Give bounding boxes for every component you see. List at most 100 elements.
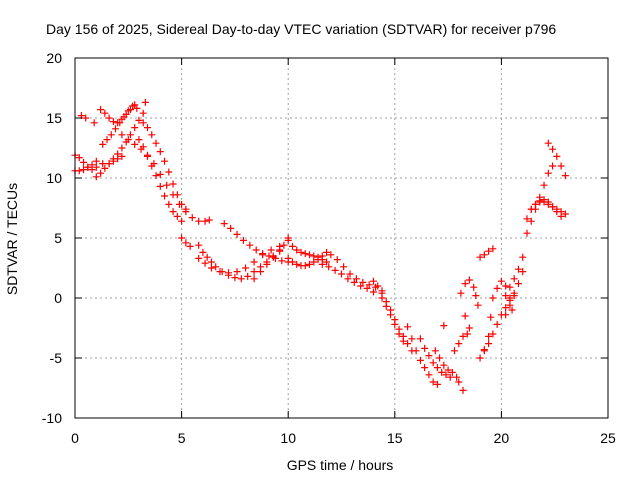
grid [75, 58, 608, 418]
data-point [250, 258, 258, 266]
data-point [105, 114, 113, 122]
data-point [293, 246, 301, 254]
y-tick-labels: -10 -5 0 5 10 15 20 [42, 50, 62, 426]
data-point [519, 253, 527, 261]
data-point [412, 347, 420, 355]
data-point [470, 283, 478, 291]
data-point [278, 257, 286, 265]
data-point [333, 256, 341, 264]
data-point [269, 253, 277, 261]
data-point [489, 245, 497, 253]
data-point [169, 180, 177, 188]
data-point [359, 278, 367, 286]
data-point [540, 196, 548, 204]
data-point [201, 259, 209, 267]
y-tick-label: 0 [54, 290, 62, 306]
data-point [201, 217, 209, 225]
data-point [506, 294, 514, 302]
data-point [207, 264, 215, 272]
data-point [369, 277, 377, 285]
data-point [404, 340, 412, 348]
data-point [527, 205, 535, 213]
data-point [453, 373, 461, 381]
data-point [514, 265, 522, 273]
series-arc-25 [431, 347, 463, 386]
data-point [474, 301, 482, 309]
data-point [514, 280, 522, 288]
data-point [135, 136, 143, 144]
data-point [510, 289, 518, 297]
data-point [165, 200, 173, 208]
data-point [301, 250, 309, 258]
series-arc-24 [416, 335, 454, 381]
data-point [485, 247, 493, 255]
data-point [549, 203, 557, 211]
data-point [205, 216, 213, 224]
data-point [431, 347, 439, 355]
data-point [549, 162, 557, 170]
data-point [436, 354, 444, 362]
series-arc-27 [459, 386, 467, 394]
data-point [182, 205, 190, 213]
data-point [510, 275, 518, 283]
data-point [433, 380, 441, 388]
data-point [485, 340, 493, 348]
data-point [161, 157, 169, 165]
data-point [75, 154, 83, 162]
data-point [408, 335, 416, 343]
data-point [92, 173, 100, 181]
data-point [195, 217, 203, 225]
data-point [109, 157, 117, 165]
series-arc-39 [544, 139, 569, 180]
data-point [152, 139, 160, 147]
data-point [459, 332, 467, 340]
data-point [438, 368, 446, 376]
data-point [288, 242, 296, 250]
data-point [421, 344, 429, 352]
data-point [165, 168, 173, 176]
series-arc-31 [476, 245, 497, 261]
data-point [148, 162, 156, 170]
series-arc-21 [369, 277, 416, 355]
data-point [463, 330, 471, 338]
data-point [84, 163, 92, 171]
data-point [314, 256, 322, 264]
series-arc-15 [220, 220, 292, 266]
data-point [429, 359, 437, 367]
data-point [246, 241, 254, 249]
data-point [112, 125, 120, 133]
data-point [444, 366, 452, 374]
y-tick-label: 10 [46, 170, 62, 186]
data-point [109, 118, 117, 126]
series-arc-32 [476, 292, 518, 362]
data-point [301, 262, 309, 270]
data-point [156, 148, 164, 156]
data-point [239, 236, 247, 244]
data-point [416, 356, 424, 364]
x-tick-label: 25 [600, 430, 616, 446]
axis-ticks [74, 57, 609, 419]
data-point [101, 109, 109, 117]
series-arc-22 [378, 294, 407, 345]
data-point [195, 254, 203, 262]
data-point [156, 182, 164, 190]
series-arc-10 [139, 119, 190, 213]
y-axis-label: SDTVAR / TECUs [4, 183, 20, 295]
data-point [331, 266, 339, 274]
data-point [378, 294, 386, 302]
data-point [80, 166, 88, 174]
data-point [382, 302, 390, 310]
series-arc-18 [284, 248, 331, 270]
data-point [135, 116, 143, 124]
y-tick-label: 15 [46, 110, 62, 126]
x-tick-label: 10 [280, 430, 296, 446]
data-point [131, 124, 139, 132]
y-tick-label: -5 [50, 350, 63, 366]
data-point [90, 119, 98, 127]
data-point [250, 275, 258, 283]
data-point [280, 241, 288, 249]
series-arc-34 [502, 253, 527, 300]
data-point [126, 131, 134, 139]
data-point [442, 371, 450, 379]
data-point [523, 229, 531, 237]
